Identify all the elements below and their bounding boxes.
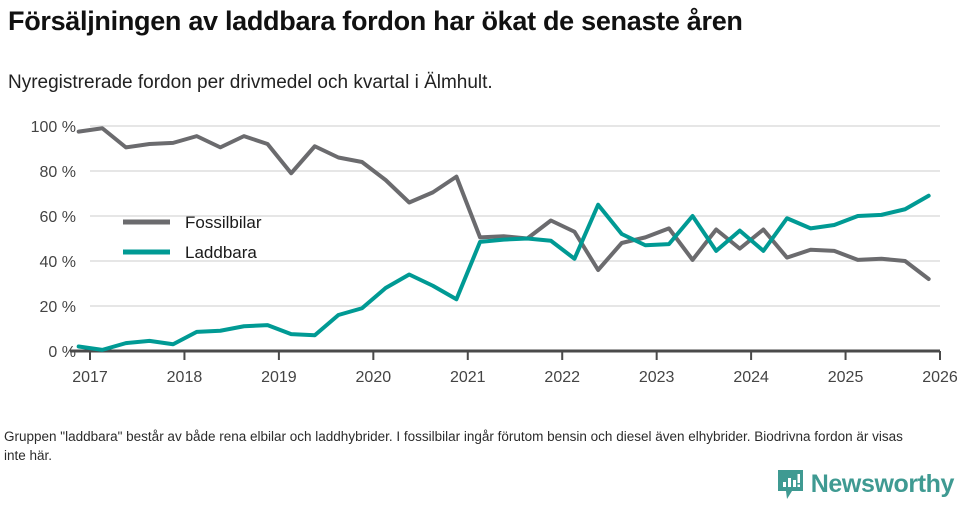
- legend-label: Laddbara: [185, 243, 257, 262]
- newsworthy-logo[interactable]: Newsworthy: [777, 468, 954, 500]
- line-chart: 0 % 20 % 40 % 60 % 80 % 100 % 2017 2018 2019 202…: [0, 110, 960, 395]
- x-tick-label: 2017: [72, 369, 108, 386]
- chart-footnote: Gruppen "laddbara" består av både rena e…: [4, 429, 903, 463]
- y-axis-tick-labels: 0 % 20 % 40 % 60 % 80 % 100 %: [31, 119, 76, 361]
- x-tick-label: 2024: [733, 369, 769, 386]
- chart-gridlines: [90, 125, 940, 307]
- series-line-fossilbilar: [76, 126, 931, 281]
- bar-chart-bubble-icon: [777, 469, 803, 499]
- chart-svg: 0 % 20 % 40 % 60 % 80 % 100 % 2017 2018 2019 202…: [31, 119, 958, 386]
- page-subtitle: Nyregistrerade fordon per drivmedel och …: [8, 72, 493, 93]
- x-tick-label: 2018: [167, 369, 203, 386]
- x-tick-label: 2020: [356, 369, 392, 386]
- y-tick-label: 80 %: [40, 164, 76, 181]
- series-line-laddbara: [76, 193, 931, 352]
- chart-legend: Fossilbilar Laddbara: [123, 213, 262, 262]
- y-tick-label: 20 %: [40, 299, 76, 316]
- x-tick-label: 2023: [639, 369, 675, 386]
- y-tick-label: 0 %: [48, 344, 76, 361]
- chart-series-lines: [76, 126, 931, 352]
- x-axis-tick-labels: 2017 2018 2019 2020 2021 2022 2023 2024 2025 2026: [72, 369, 958, 386]
- y-tick-label: 60 %: [40, 209, 76, 226]
- x-tick-label: 2026: [922, 369, 958, 386]
- y-tick-label: 40 %: [40, 254, 76, 271]
- x-tick-label: 2022: [544, 369, 580, 386]
- brand-name: Newsworthy: [810, 469, 955, 498]
- page-title: Försäljningen av laddbara fordon har öka…: [8, 6, 743, 36]
- y-tick-label: 100 %: [31, 119, 76, 136]
- x-tick-label: 2021: [450, 369, 486, 386]
- x-axis-ticks: [89, 351, 941, 360]
- legend-label: Fossilbilar: [185, 213, 262, 232]
- x-tick-label: 2025: [828, 369, 864, 386]
- x-tick-label: 2019: [261, 369, 297, 386]
